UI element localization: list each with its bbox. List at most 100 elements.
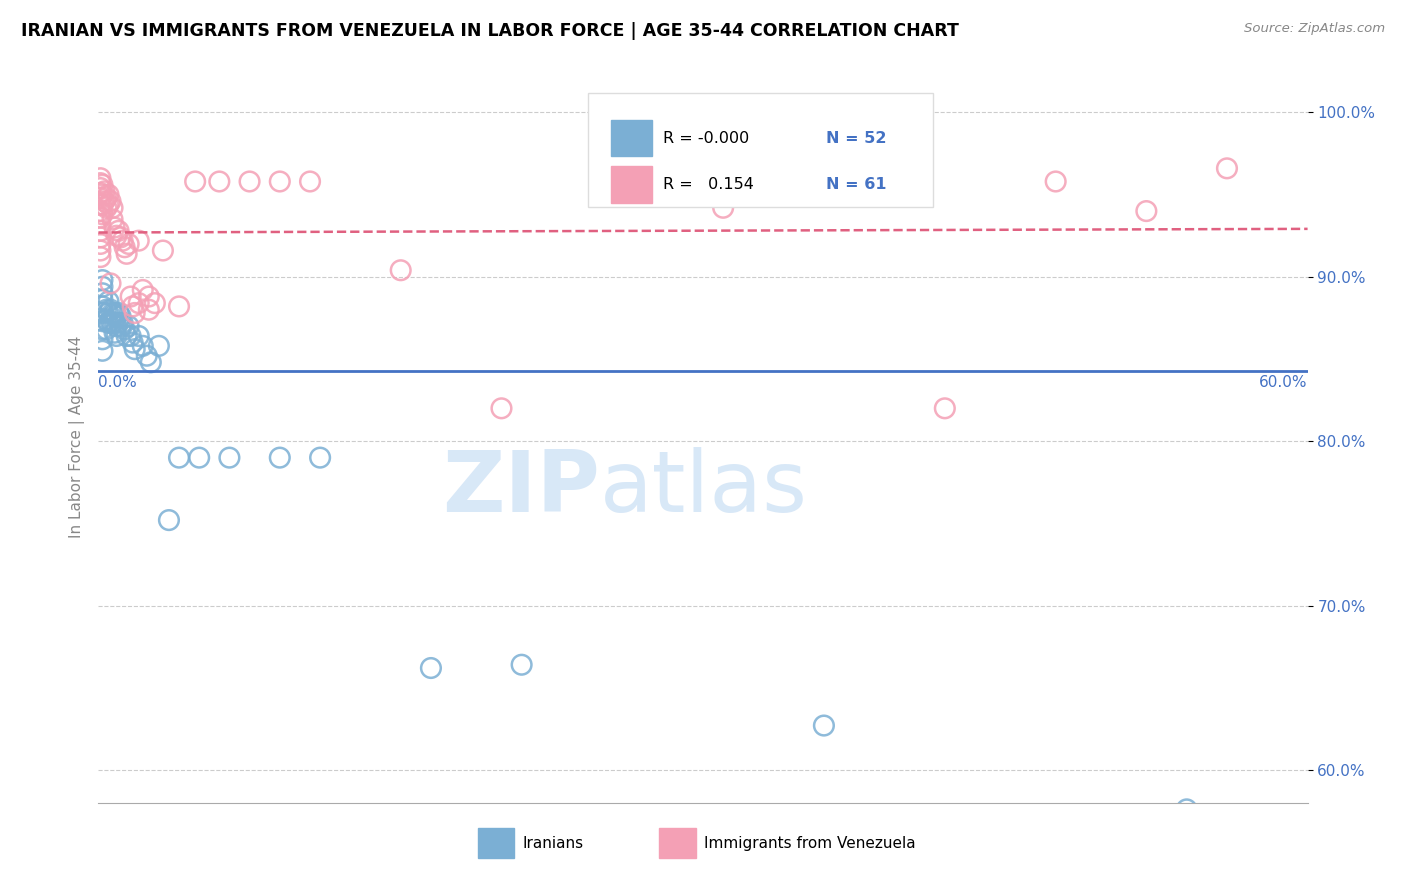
Point bbox=[510, 657, 533, 672]
Point bbox=[91, 332, 114, 346]
Point bbox=[91, 207, 114, 221]
Point bbox=[89, 250, 111, 264]
Point bbox=[91, 273, 114, 287]
Point bbox=[105, 228, 128, 243]
Point bbox=[91, 279, 114, 293]
Point bbox=[711, 201, 734, 215]
Point bbox=[105, 329, 128, 343]
Point bbox=[184, 174, 207, 188]
Point bbox=[269, 450, 291, 465]
Point bbox=[121, 300, 143, 314]
Point bbox=[1135, 204, 1157, 219]
Point bbox=[89, 217, 111, 231]
Point bbox=[93, 185, 115, 199]
Point bbox=[107, 306, 129, 320]
Point bbox=[110, 310, 132, 324]
Point bbox=[138, 302, 160, 317]
Point bbox=[157, 513, 180, 527]
Point bbox=[167, 300, 190, 314]
Point bbox=[813, 718, 835, 732]
Point bbox=[89, 236, 111, 251]
Point bbox=[110, 230, 132, 244]
Point bbox=[218, 450, 240, 465]
Point bbox=[91, 300, 114, 314]
Point bbox=[152, 244, 174, 258]
Point bbox=[103, 316, 125, 330]
Point bbox=[91, 306, 114, 320]
Point bbox=[96, 201, 118, 215]
Point bbox=[97, 294, 120, 309]
Point bbox=[167, 450, 190, 465]
Text: N = 52: N = 52 bbox=[827, 130, 887, 145]
Point bbox=[128, 329, 150, 343]
Point bbox=[105, 310, 128, 324]
Point bbox=[114, 240, 136, 254]
Point bbox=[96, 302, 118, 317]
Point bbox=[239, 174, 262, 188]
Point bbox=[591, 161, 613, 176]
Point bbox=[96, 322, 118, 336]
Point bbox=[269, 174, 291, 188]
Text: R =   0.154: R = 0.154 bbox=[664, 177, 754, 192]
Point bbox=[143, 296, 166, 310]
Point bbox=[97, 306, 120, 320]
Point bbox=[101, 306, 124, 320]
Point bbox=[96, 312, 118, 326]
Point bbox=[103, 326, 125, 340]
Text: 0.0%: 0.0% bbox=[98, 375, 138, 390]
Point bbox=[309, 450, 332, 465]
Text: 60.0%: 60.0% bbox=[1260, 375, 1308, 390]
Point bbox=[101, 201, 124, 215]
Text: ZIP: ZIP bbox=[443, 447, 600, 530]
Point bbox=[420, 661, 443, 675]
Y-axis label: In Labor Force | Age 35-44: In Labor Force | Age 35-44 bbox=[69, 336, 84, 538]
Point bbox=[115, 247, 138, 261]
Point bbox=[115, 329, 138, 343]
Point bbox=[96, 191, 118, 205]
Point bbox=[124, 342, 146, 356]
Point bbox=[111, 316, 134, 330]
Point bbox=[89, 197, 111, 211]
Point bbox=[89, 181, 111, 195]
Text: Source: ZipAtlas.com: Source: ZipAtlas.com bbox=[1244, 22, 1385, 36]
Point bbox=[91, 314, 114, 328]
Point bbox=[89, 224, 111, 238]
Point bbox=[1045, 174, 1067, 188]
Point bbox=[91, 187, 114, 202]
Text: N = 61: N = 61 bbox=[827, 177, 887, 192]
Point bbox=[139, 355, 162, 369]
Point bbox=[208, 174, 231, 188]
Point bbox=[91, 178, 114, 192]
Point bbox=[128, 296, 150, 310]
Point bbox=[100, 302, 122, 317]
Point bbox=[118, 319, 141, 334]
Point bbox=[110, 319, 132, 334]
Text: Iranians: Iranians bbox=[523, 836, 583, 851]
Point bbox=[1175, 802, 1198, 816]
Point bbox=[91, 286, 114, 301]
Point bbox=[132, 283, 155, 297]
Point bbox=[91, 293, 114, 307]
Point bbox=[89, 211, 111, 225]
Point bbox=[111, 234, 134, 248]
FancyBboxPatch shape bbox=[659, 828, 696, 858]
Point bbox=[128, 234, 150, 248]
Point bbox=[105, 319, 128, 334]
Point bbox=[124, 306, 146, 320]
Point bbox=[89, 171, 111, 186]
Point bbox=[89, 191, 111, 205]
Point bbox=[100, 314, 122, 328]
Point bbox=[93, 194, 115, 209]
Text: R = -0.000: R = -0.000 bbox=[664, 130, 749, 145]
Point bbox=[188, 450, 211, 465]
Text: Immigrants from Venezuela: Immigrants from Venezuela bbox=[704, 836, 915, 851]
Text: atlas: atlas bbox=[600, 447, 808, 530]
Point bbox=[120, 289, 142, 303]
Point bbox=[103, 220, 125, 235]
Point bbox=[107, 224, 129, 238]
Point bbox=[100, 277, 122, 291]
Point bbox=[101, 212, 124, 227]
Point bbox=[491, 401, 513, 416]
Point bbox=[91, 343, 114, 358]
Point bbox=[89, 176, 111, 190]
